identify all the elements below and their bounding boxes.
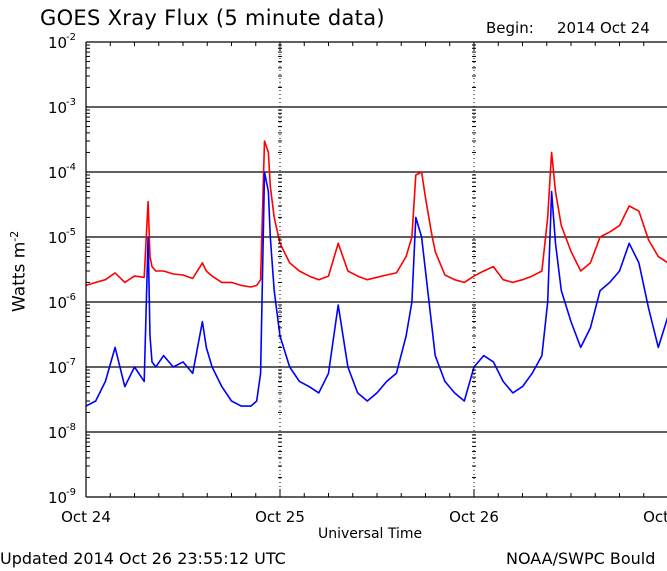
y-tick-label-exponent: -4 bbox=[66, 162, 76, 173]
source-credit: NOAA/SWPC Bould bbox=[506, 549, 656, 568]
y-tick-label-exponent: -5 bbox=[66, 227, 76, 238]
begin-label: Begin: bbox=[486, 19, 534, 37]
y-tick-label-exponent: -8 bbox=[66, 422, 76, 433]
series-line-short bbox=[85, 171, 667, 407]
chart-title: GOES Xray Flux (5 minute data) bbox=[40, 6, 385, 30]
series-layer bbox=[85, 140, 667, 407]
grid-layer bbox=[86, 42, 667, 497]
y-tick-label: 10 bbox=[48, 99, 67, 117]
y-tick-label: 10 bbox=[48, 489, 67, 507]
y-tick-label: 10 bbox=[48, 424, 67, 442]
x-tick-label: Oct 24 bbox=[61, 508, 111, 526]
x-tick-label: Oct 26 bbox=[449, 508, 499, 526]
y-tick-label: 10 bbox=[48, 164, 67, 182]
y-tick-label: 10 bbox=[48, 229, 67, 247]
y-tick-label: 10 bbox=[48, 294, 67, 312]
y-tick-label-exponent: -6 bbox=[66, 292, 76, 303]
begin-date: 2014 Oct 24 bbox=[557, 19, 650, 37]
y-tick-label: 10 bbox=[48, 34, 67, 52]
y-tick-label-exponent: -3 bbox=[66, 97, 76, 108]
updated-timestamp: Updated 2014 Oct 26 23:55:12 UTC bbox=[0, 549, 286, 568]
series-line-long bbox=[85, 140, 667, 288]
y-tick-label-exponent: -9 bbox=[66, 487, 76, 498]
y-tick-label-exponent: -7 bbox=[66, 357, 76, 368]
y-tick-label-exponent: -2 bbox=[66, 32, 76, 43]
x-tick-label: Oct 25 bbox=[255, 508, 305, 526]
tick-layer bbox=[85, 42, 645, 498]
x-axis-label: Universal Time bbox=[318, 526, 423, 542]
x-tick-label: Oct 27 bbox=[643, 508, 667, 526]
y-tick-label: 10 bbox=[48, 359, 67, 377]
